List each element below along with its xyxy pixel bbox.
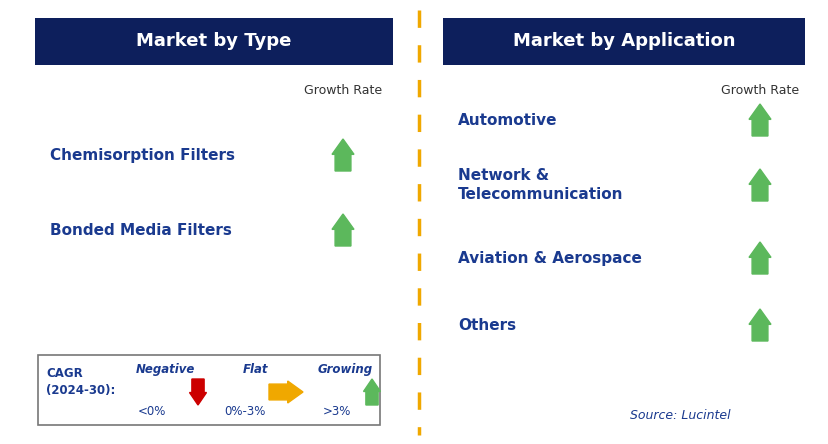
Text: >3%: >3% bbox=[322, 404, 351, 417]
Text: Market by Application: Market by Application bbox=[513, 32, 734, 51]
Polygon shape bbox=[268, 381, 303, 403]
Polygon shape bbox=[748, 169, 770, 201]
Text: (2024-30):: (2024-30): bbox=[46, 384, 115, 396]
Text: Automotive: Automotive bbox=[457, 112, 556, 127]
Polygon shape bbox=[190, 379, 206, 405]
Bar bbox=[35, 18, 392, 65]
Text: Market by Type: Market by Type bbox=[136, 32, 291, 51]
Text: Growth Rate: Growth Rate bbox=[304, 83, 382, 96]
Text: Network &
Telecommunication: Network & Telecommunication bbox=[457, 168, 623, 202]
Text: CAGR: CAGR bbox=[46, 366, 83, 380]
Text: Bonded Media Filters: Bonded Media Filters bbox=[50, 222, 232, 238]
Polygon shape bbox=[331, 139, 354, 171]
Bar bbox=[38, 355, 379, 425]
Polygon shape bbox=[748, 242, 770, 274]
Text: Growing: Growing bbox=[317, 362, 372, 376]
Polygon shape bbox=[748, 104, 770, 136]
Text: Others: Others bbox=[457, 317, 516, 333]
Text: 0%-3%: 0%-3% bbox=[224, 404, 265, 417]
Text: Negative: Negative bbox=[135, 362, 195, 376]
Polygon shape bbox=[748, 309, 770, 341]
Polygon shape bbox=[331, 214, 354, 246]
Bar bbox=[442, 18, 804, 65]
Text: Flat: Flat bbox=[243, 362, 268, 376]
Polygon shape bbox=[363, 379, 380, 405]
Text: <0%: <0% bbox=[137, 404, 166, 417]
Text: Source: Lucintel: Source: Lucintel bbox=[629, 408, 729, 421]
Text: Chemisorption Filters: Chemisorption Filters bbox=[50, 147, 234, 163]
Text: Growth Rate: Growth Rate bbox=[720, 83, 798, 96]
Text: Aviation & Aerospace: Aviation & Aerospace bbox=[457, 250, 641, 266]
